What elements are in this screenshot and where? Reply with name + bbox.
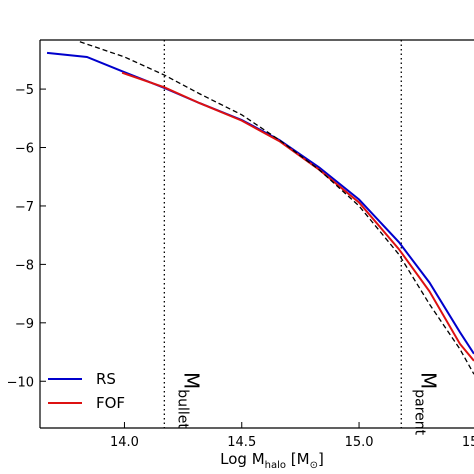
y-tick-label: −10: [7, 375, 34, 390]
reference-label-main: M: [416, 372, 440, 389]
y-tick-label: −5: [15, 83, 34, 98]
reference-label: Mparent: [411, 372, 440, 436]
x-tick-label: 15.0: [345, 435, 374, 450]
reference-label: Mbullet: [174, 372, 203, 429]
y-tick-label: −8: [15, 258, 34, 273]
y-tick-label: −7: [15, 200, 34, 215]
x-axis-label-part: ⊙: [310, 460, 318, 471]
x-tick-label: 14.0: [110, 435, 139, 450]
x-axis-label-part: halo: [265, 460, 286, 471]
reference-label-sub: parent: [411, 389, 427, 435]
x-axis-label-part: Log M: [220, 450, 265, 468]
series-line: [79, 41, 474, 375]
plot-area: [46, 40, 474, 428]
x-tick-label: 15.5: [462, 435, 474, 450]
series-line: [46, 51, 474, 355]
series-line: [121, 71, 474, 362]
x-axis-label: Log Mhalo [M⊙]: [220, 450, 324, 471]
reference-label-main: M: [179, 372, 203, 389]
legend-label: FOF: [96, 394, 125, 412]
x-axis-label-part: ]: [318, 450, 324, 468]
legend-label: RS: [96, 370, 116, 388]
x-tick-label: 14.5: [227, 435, 256, 450]
y-tick-label: −6: [15, 142, 34, 157]
x-axis-label-part: [M: [286, 450, 310, 468]
reference-label-sub: bullet: [174, 389, 190, 429]
y-tick-label: −9: [15, 317, 34, 332]
